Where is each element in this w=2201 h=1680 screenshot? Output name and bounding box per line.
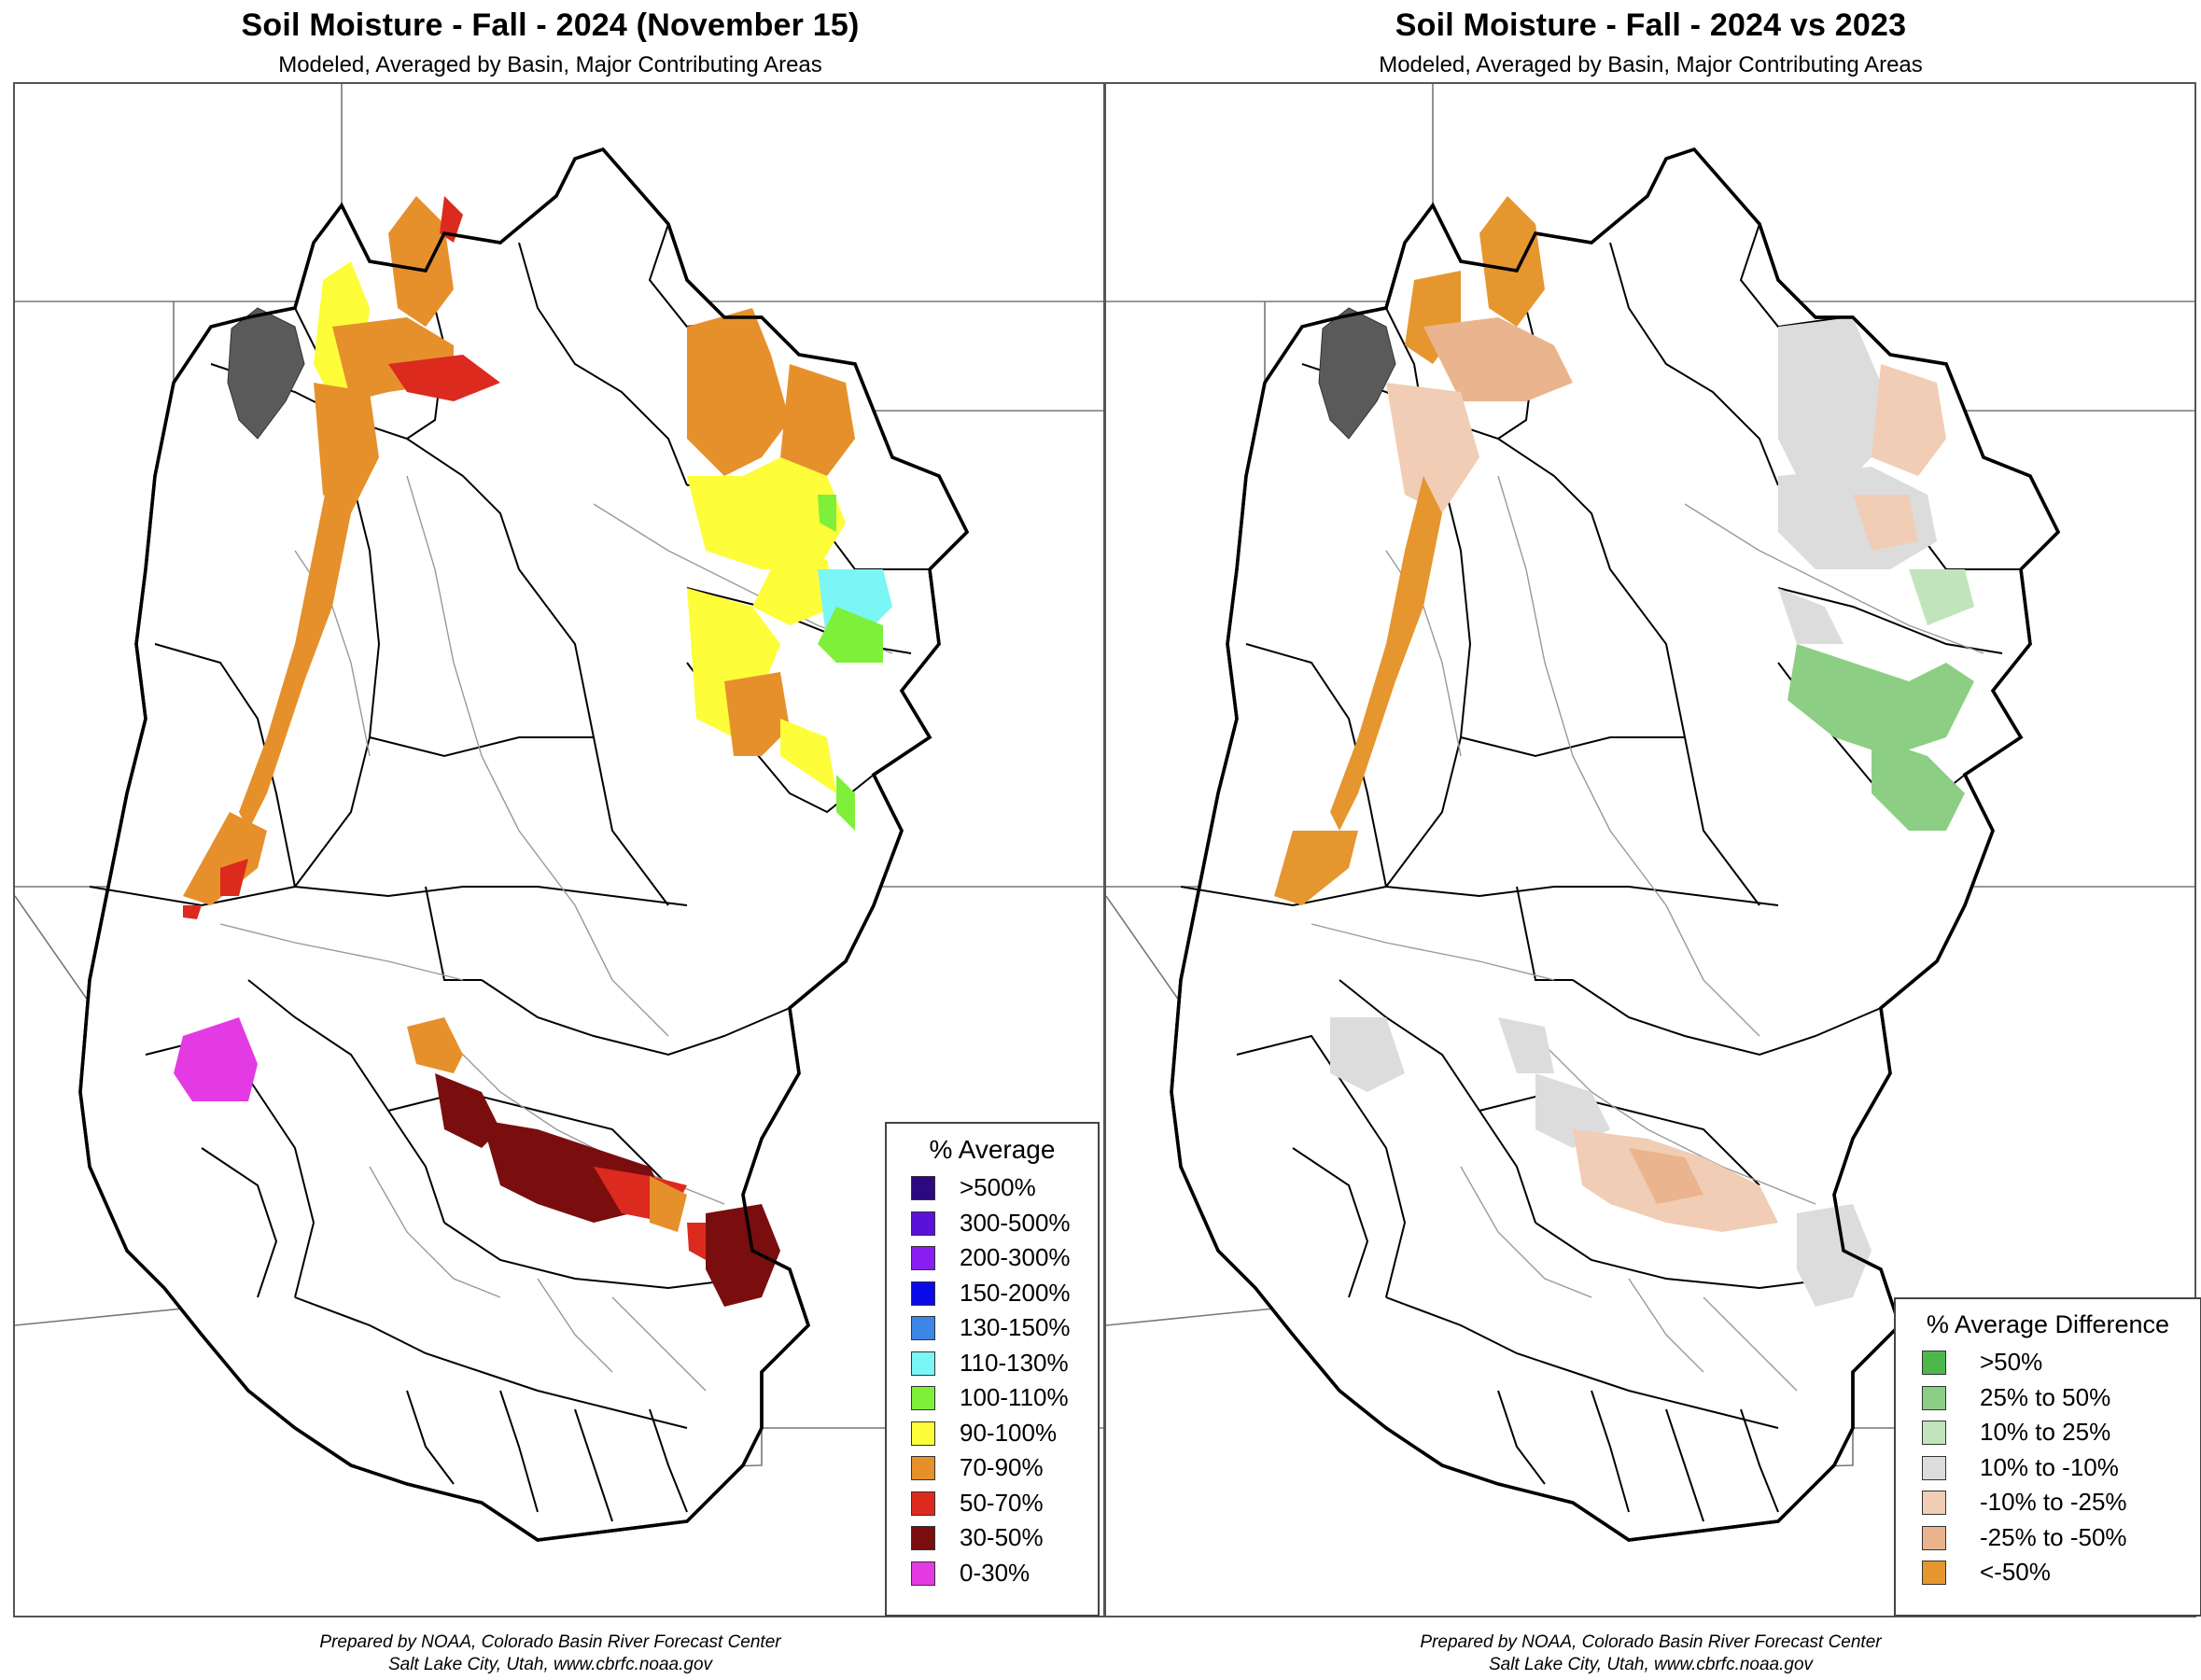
legend-swatch [911,1561,935,1586]
map-subtitle: Modeled, Averaged by Basin, Major Contri… [278,52,822,77]
sub-basin-lines [1180,223,2021,1522]
legend-item: 0-30% [887,1556,1098,1591]
soil-moisture-map [13,82,1105,1617]
legend-swatch [911,1421,935,1446]
legend-item: -10% to -25% [1896,1485,2200,1520]
legend-item: >500% [887,1170,1098,1206]
basin-map-svg [15,84,1103,1542]
legend-swatch [911,1176,935,1200]
legend-swatch [911,1246,935,1270]
legend-label: 25% to 50% [1980,1382,2111,1411]
legend-label: 110-130% [960,1348,1069,1377]
right-panel: Soil Moisture - Fall - 2024 vs 2023 Mode… [1100,0,2201,1680]
legend-label: -10% to -25% [1980,1488,2127,1516]
credit-line-2: Salt Lake City, Utah, www.cbrfc.noaa.gov [387,1655,713,1674]
legend-title: % Average [929,1135,1056,1164]
legend-swatch [1922,1421,1946,1445]
legend-label: <-50% [1980,1558,2051,1586]
legend-swatch [911,1456,935,1480]
legend-item: 90-100% [887,1416,1098,1451]
legend-label: 50-70% [960,1488,1044,1517]
legend-swatch [911,1211,935,1236]
legend-item: 10% to -10% [1896,1450,2200,1486]
legend-item: >50% [1896,1345,2200,1380]
legend-title: % Average Difference [1926,1310,2170,1338]
credit-text: Prepared by NOAA, Colorado Basin River F… [1100,1631,2201,1676]
legend-item: 70-90% [887,1450,1098,1486]
credit-line-1: Prepared by NOAA, Colorado Basin River F… [319,1632,781,1652]
legend-percent-average: % Average >500% 300-500% 200-300% 150-20… [885,1122,1100,1617]
legend-item: 200-300% [887,1240,1098,1276]
map-title: Soil Moisture - Fall - 2024 (November 15… [241,7,860,43]
legend-item: 110-130% [887,1346,1098,1381]
difference-fills [1274,196,1974,1307]
legend-label: 10% to 25% [1980,1418,2111,1446]
soil-moisture-difference-map [1104,82,2196,1617]
legend-swatch [911,1386,935,1410]
legend-label: 150-200% [960,1278,1071,1307]
legend-label: >50% [1980,1348,2043,1376]
legend-label: >500% [960,1173,1036,1201]
legend-swatch [911,1316,935,1340]
legend-item: 50-70% [887,1486,1098,1521]
legend-item: 100-110% [887,1380,1098,1416]
legend-label: 130-150% [960,1313,1071,1341]
map-title: Soil Moisture - Fall - 2024 vs 2023 [1395,7,1907,43]
credit-text: Prepared by NOAA, Colorado Basin River F… [0,1631,1100,1676]
basin-map-svg [1106,84,2194,1542]
legend-percent-average-difference: % Average Difference >50% 25% to 50% 10%… [1894,1297,2201,1617]
legend-swatch [1922,1561,1946,1585]
legend-label: 30-50% [960,1523,1044,1551]
legend-item: -25% to -50% [1896,1520,2200,1556]
legend-item: 10% to 25% [1896,1415,2200,1450]
legend-swatch [911,1351,935,1376]
legend-swatch [911,1526,935,1550]
legend-label: 300-500% [960,1208,1071,1237]
legend-swatch [1922,1385,1946,1410]
river-lines [1311,475,1984,1392]
legend-label: 200-300% [960,1243,1071,1271]
legend-swatch [1922,1351,1946,1375]
moisture-fills [174,196,892,1307]
legend-label: 70-90% [960,1453,1044,1481]
legend-item: 30-50% [887,1520,1098,1556]
legend-swatch [911,1281,935,1306]
legend-label: 90-100% [960,1418,1058,1447]
legend-swatch [911,1491,935,1516]
legend-item: 300-500% [887,1206,1098,1241]
legend-item: 130-150% [887,1310,1098,1346]
left-panel: Soil Moisture - Fall - 2024 (November 15… [0,0,1105,1680]
legend-swatch [1922,1455,1946,1480]
legend-item: 25% to 50% [1896,1380,2200,1416]
credit-line-2: Salt Lake City, Utah, www.cbrfc.noaa.gov [1488,1655,1814,1674]
legend-item: <-50% [1896,1555,2200,1590]
legend-swatch [1922,1525,1946,1550]
legend-swatch [1922,1491,1946,1515]
legend-item: 150-200% [887,1276,1098,1311]
legend-label: 10% to -10% [1980,1452,2119,1481]
legend-label: 100-110% [960,1383,1069,1411]
legend-label: -25% to -50% [1980,1522,2127,1551]
legend-label: 0-30% [960,1558,1030,1587]
map-subtitle: Modeled, Averaged by Basin, Major Contri… [1379,52,1923,77]
credit-line-1: Prepared by NOAA, Colorado Basin River F… [1420,1632,1882,1652]
